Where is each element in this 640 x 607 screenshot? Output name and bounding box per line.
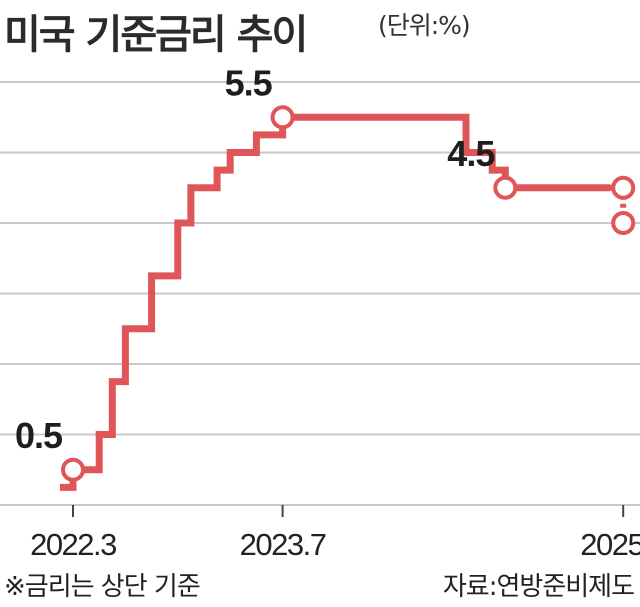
marker-2 xyxy=(493,175,518,200)
source-note: 자료:연방준비제도 xyxy=(442,572,635,602)
series-rate-line xyxy=(59,113,611,491)
marker-3 xyxy=(611,175,636,200)
x-tick-label-2: 2025.9 xyxy=(580,527,640,560)
data-label-2: 4.5 xyxy=(447,133,495,174)
data-label-1: 5.5 xyxy=(225,62,273,103)
marker-4 xyxy=(611,211,636,235)
x-axis: 2022.3 2023.7 2025.9 xyxy=(30,505,640,560)
unit-label: (단위:%) xyxy=(378,11,471,40)
footnote: ※금리는 상단 기준 xyxy=(4,572,201,602)
grid-layer xyxy=(0,81,640,506)
x-tick-label-0: 2022.3 xyxy=(30,527,116,560)
series-layer xyxy=(59,113,627,491)
x-tick-label-1: 2023.7 xyxy=(240,527,326,560)
label-layer: 0.55.54.5? xyxy=(15,62,496,456)
marker-1 xyxy=(270,105,295,130)
chart-title: 미국 기준금리 추이 xyxy=(4,12,308,58)
data-label-0: 0.5 xyxy=(15,415,63,456)
marker-layer xyxy=(61,105,636,482)
marker-0 xyxy=(61,457,85,482)
